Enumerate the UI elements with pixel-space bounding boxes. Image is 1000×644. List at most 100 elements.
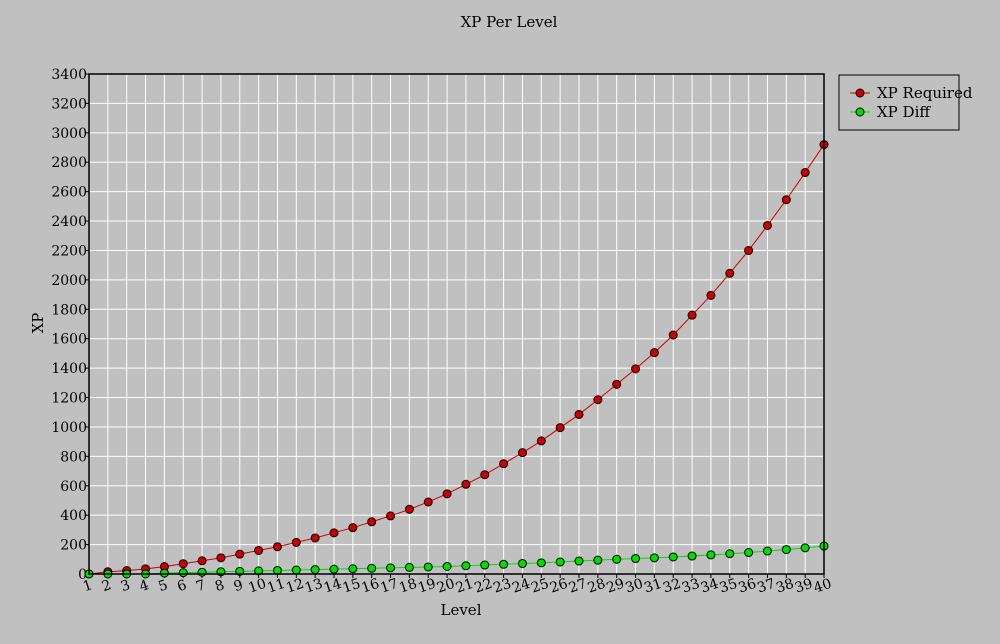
y-tick-label: 2400	[51, 214, 87, 230]
data-point	[404, 504, 414, 514]
y-tick-label: 3200	[51, 96, 87, 112]
data-point	[254, 545, 264, 555]
data-point	[310, 533, 320, 543]
series-layer	[84, 140, 829, 579]
data-point	[178, 568, 188, 578]
data-point	[800, 168, 810, 178]
data-point	[499, 459, 509, 469]
data-point	[442, 489, 452, 499]
y-tick-label: 1200	[51, 391, 87, 407]
data-point	[159, 568, 169, 578]
data-point	[536, 558, 546, 568]
data-point	[216, 553, 226, 563]
data-point	[593, 395, 603, 405]
x-tick-label: 22	[473, 576, 495, 597]
y-tick-label: 3400	[51, 67, 87, 83]
legend-box	[838, 74, 960, 131]
series-line	[89, 545, 825, 575]
data-point	[668, 552, 678, 562]
x-tick-label: 24	[510, 576, 532, 597]
data-point	[197, 567, 207, 577]
series-xp-diff	[84, 541, 829, 579]
data-point	[480, 470, 490, 480]
data-point	[517, 448, 527, 458]
data-point	[291, 537, 301, 547]
data-point	[480, 560, 490, 570]
legend-label: XP Required	[877, 84, 973, 102]
legend-marker	[855, 107, 865, 117]
legend-item-xp-required: XP Required	[850, 84, 973, 102]
data-point	[687, 551, 697, 561]
x-tick-label: 14	[322, 576, 344, 597]
y-tick-label: 2800	[51, 155, 87, 171]
data-point	[442, 562, 452, 571]
data-point	[612, 554, 622, 564]
data-point	[687, 310, 697, 320]
x-axis: 1 2 3 4 5 6 7 8 9 1011121314151617181920212223242…	[81, 574, 834, 597]
data-point	[348, 564, 358, 574]
x-tick-label: 4	[138, 577, 152, 595]
x-tick-label: 5	[156, 577, 169, 595]
x-tick-label: 2	[100, 577, 113, 595]
y-tick-label: 400	[60, 508, 87, 524]
data-point	[574, 409, 584, 419]
data-point	[555, 423, 565, 433]
data-point	[235, 549, 245, 559]
series-xp-required	[84, 140, 829, 579]
legend-item-xp-diff: XP Diff	[850, 103, 931, 121]
x-axis-label: Level	[441, 601, 482, 619]
y-tick-label: 3000	[51, 126, 87, 142]
y-tick-label: 1400	[51, 361, 87, 377]
x-tick-label: 12	[284, 576, 306, 597]
x-tick-label: 20	[435, 576, 457, 597]
y-tick-label: 200	[60, 538, 87, 554]
series-line	[88, 144, 825, 575]
grid	[88, 73, 825, 575]
y-axis-label: XP	[29, 313, 47, 334]
x-tick-label: 26	[548, 576, 570, 597]
x-tick-label: 16	[360, 576, 382, 597]
data-point	[329, 564, 339, 574]
x-tick-label: 11	[265, 576, 287, 597]
data-point	[593, 555, 603, 565]
legend-label: XP Diff	[877, 103, 931, 121]
y-tick-label: 2000	[51, 273, 87, 289]
data-point	[631, 364, 641, 374]
x-tick-label: 8	[213, 577, 226, 595]
y-tick-label: 1000	[51, 420, 87, 436]
x-tick-label: 28	[586, 576, 608, 597]
data-point	[386, 563, 396, 573]
x-tick-label: 27	[567, 576, 589, 597]
x-tick-label: 21	[454, 576, 476, 597]
data-point	[178, 559, 188, 569]
y-tick-label: 0	[78, 567, 87, 583]
x-tick-label: 29	[605, 576, 627, 597]
y-tick-label: 1800	[51, 302, 87, 318]
x-tick-label: 31	[642, 576, 664, 597]
data-point	[423, 497, 433, 507]
x-tick-label: 34	[699, 576, 721, 597]
data-point	[367, 563, 377, 573]
x-tick-label: 13	[303, 576, 325, 597]
data-point	[197, 556, 207, 566]
x-tick-label: 30	[623, 576, 645, 597]
data-point	[461, 479, 471, 489]
x-tick-label: 36	[736, 576, 758, 597]
y-tick-label: 600	[60, 479, 87, 495]
y-axis: 0 200 400 600 800 1000 1200 1400 1600 1800 2000 220…	[51, 67, 89, 583]
y-tick-label: 1600	[51, 332, 87, 348]
x-tick-label: 38	[774, 576, 796, 597]
data-point	[367, 517, 377, 527]
data-point	[781, 195, 791, 205]
x-tick-label: 19	[416, 576, 438, 597]
data-point	[781, 545, 791, 555]
x-tick-label: 18	[397, 576, 419, 597]
x-tick-label: 32	[661, 576, 683, 597]
x-tick-label: 17	[378, 576, 400, 597]
data-point	[725, 268, 735, 278]
plot-frame	[88, 73, 825, 575]
x-tick-label: 9	[232, 577, 245, 595]
y-tick-label: 800	[60, 449, 87, 465]
data-point	[404, 562, 414, 572]
